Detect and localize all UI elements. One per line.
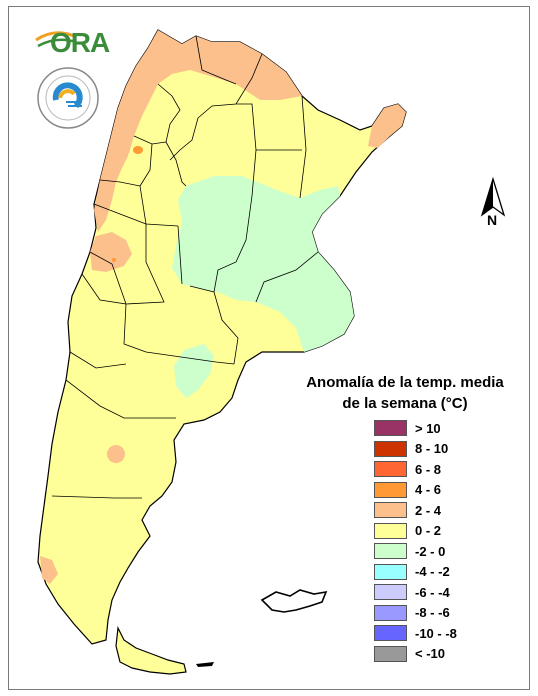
smn-seal-icon: [37, 67, 99, 129]
ora-logo-icon: [35, 31, 77, 48]
legend-swatch: [374, 420, 407, 437]
north-label: N: [487, 212, 498, 228]
legend-label: -10 - -8: [415, 625, 457, 641]
legend-row: 4 - 6: [374, 480, 457, 501]
legend-swatch: [374, 481, 407, 498]
legend-label: -2 - 0: [415, 543, 446, 559]
legend-swatch: [374, 645, 407, 662]
anomaly-warm-patagonia: [107, 445, 125, 463]
legend-title-line2: de la semana (°C): [342, 395, 468, 412]
tierra-del-fuego: [115, 625, 187, 675]
isla-de-los-estados: [196, 662, 214, 667]
legend-swatch: [374, 625, 407, 642]
legend-row: -4 - -2: [374, 562, 457, 583]
legend-row: > 10: [374, 418, 457, 439]
legend-title-line1: Anomalía de la temp. media: [306, 374, 504, 391]
legend-row: -10 - -8: [374, 623, 457, 644]
ora-logo-text: ORA: [50, 27, 110, 58]
legend-swatch: [374, 522, 407, 539]
legend-label: 0 - 2: [415, 523, 442, 539]
legend-row: 6 - 8: [374, 459, 457, 480]
legend-row: -6 - -4: [374, 582, 457, 603]
province-borders: [51, 35, 319, 499]
legend-row: 0 - 2: [374, 521, 457, 542]
legend-swatch: [374, 584, 407, 601]
legend-title: Anomalía de la temp. media de la semana …: [290, 372, 520, 414]
north-arrow-icon: [480, 176, 506, 217]
legend-swatch: [374, 543, 407, 560]
legend-row: 8 - 10: [374, 439, 457, 460]
legend-row: -8 - -6: [374, 603, 457, 624]
legend-label: 4 - 6: [415, 482, 442, 498]
map-frame: [8, 6, 530, 690]
legend-swatch: [374, 563, 407, 580]
legend-label: < -10: [415, 646, 445, 662]
legend-swatch: [374, 502, 407, 519]
legend-row: 2 - 4: [374, 500, 457, 521]
legend: > 10 8 - 10 6 - 8 4 - 6 2 - 4 0 - 2 -2 - 0 -4 -…: [374, 418, 457, 664]
legend-label: -6 - -4: [415, 584, 450, 600]
legend-swatch: [374, 461, 407, 478]
legend-label: 6 - 8: [415, 461, 442, 477]
legend-label: 2 - 4: [415, 502, 442, 518]
legend-label: -4 - -2: [415, 564, 450, 580]
legend-label: > 10: [415, 420, 441, 436]
malvinas-islands: [260, 589, 328, 613]
anomaly-warmer-spot: [133, 146, 143, 154]
legend-swatch: [374, 604, 407, 621]
anomaly-warmer-spot-cuyo: [112, 258, 116, 262]
legend-label: 8 - 10: [415, 441, 449, 457]
anomaly-warm-ne: [368, 104, 406, 148]
legend-swatch: [374, 440, 407, 457]
anomaly-warm-cuyo: [90, 232, 132, 272]
legend-label: -8 - -6: [415, 605, 450, 621]
legend-row: -2 - 0: [374, 541, 457, 562]
anomaly-cool-center: [172, 176, 354, 352]
anomaly-warm-south: [40, 556, 58, 584]
legend-row: < -10: [374, 644, 457, 665]
